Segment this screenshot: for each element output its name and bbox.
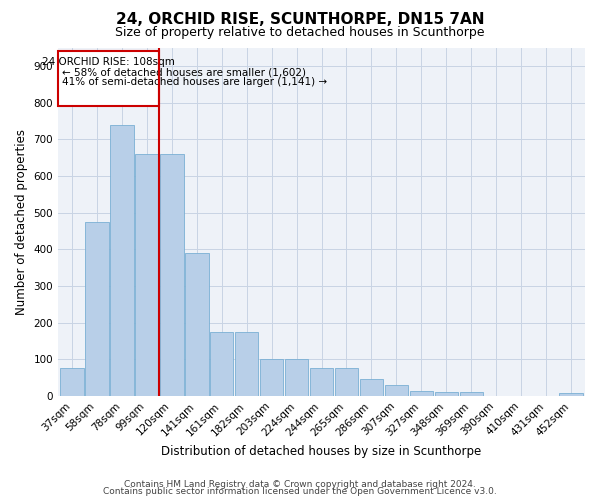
X-axis label: Distribution of detached houses by size in Scunthorpe: Distribution of detached houses by size … xyxy=(161,444,482,458)
Text: ← 58% of detached houses are smaller (1,602): ← 58% of detached houses are smaller (1,… xyxy=(62,68,306,78)
Text: 24 ORCHID RISE: 108sqm: 24 ORCHID RISE: 108sqm xyxy=(42,56,175,66)
Bar xyxy=(335,368,358,396)
Bar xyxy=(85,222,109,396)
Bar xyxy=(110,124,134,396)
Bar xyxy=(385,385,409,396)
Y-axis label: Number of detached properties: Number of detached properties xyxy=(15,128,28,314)
Bar xyxy=(559,393,583,396)
Text: 24, ORCHID RISE, SCUNTHORPE, DN15 7AN: 24, ORCHID RISE, SCUNTHORPE, DN15 7AN xyxy=(116,12,484,28)
Bar xyxy=(434,392,458,396)
Bar xyxy=(210,332,233,396)
Text: Contains HM Land Registry data © Crown copyright and database right 2024.: Contains HM Land Registry data © Crown c… xyxy=(124,480,476,489)
FancyBboxPatch shape xyxy=(58,51,158,106)
Bar xyxy=(185,253,209,396)
Bar xyxy=(310,368,334,396)
Bar xyxy=(410,392,433,396)
Bar xyxy=(160,154,184,396)
Bar xyxy=(359,380,383,396)
Bar xyxy=(284,359,308,396)
Bar xyxy=(235,332,259,396)
Bar xyxy=(460,392,483,396)
Text: 41% of semi-detached houses are larger (1,141) →: 41% of semi-detached houses are larger (… xyxy=(62,77,327,87)
Text: Contains public sector information licensed under the Open Government Licence v3: Contains public sector information licen… xyxy=(103,487,497,496)
Bar xyxy=(260,359,283,396)
Bar xyxy=(60,368,83,396)
Bar xyxy=(135,154,158,396)
Text: Size of property relative to detached houses in Scunthorpe: Size of property relative to detached ho… xyxy=(115,26,485,39)
